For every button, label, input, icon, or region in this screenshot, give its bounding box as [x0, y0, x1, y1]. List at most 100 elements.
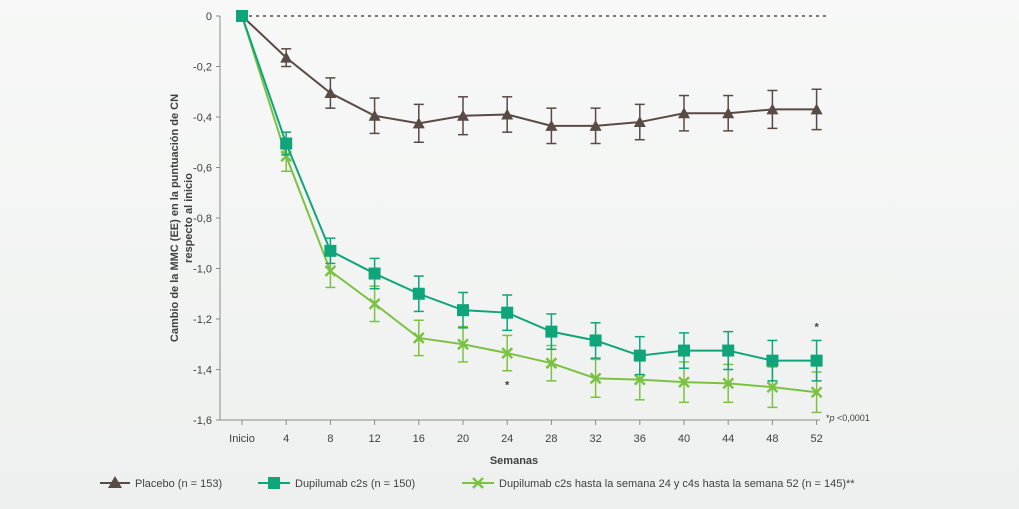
data-point	[633, 349, 646, 362]
data-point-stroke	[368, 297, 381, 310]
y-tick-label: -1,6	[193, 415, 212, 427]
data-point	[545, 119, 558, 131]
legend-label-placebo: Placebo (n = 153)	[135, 478, 222, 490]
data-point	[810, 103, 823, 115]
series-line	[241, 15, 817, 362]
x-tick-label: 40	[678, 433, 690, 445]
data-point	[633, 116, 646, 128]
x-tick-label: 16	[413, 433, 425, 445]
x-tick-label: 24	[501, 433, 513, 445]
x-tick-label: 4	[283, 433, 289, 445]
y-tick-label: -0,8	[193, 213, 212, 225]
data-point	[722, 344, 735, 357]
data-point	[368, 297, 381, 310]
data-point	[324, 265, 337, 277]
footnote-p: p	[829, 413, 835, 423]
data-point	[324, 87, 337, 99]
x-ticks: Inicio 4 8 12 16 20 24 28 32 36 40 44 48 52	[229, 420, 823, 445]
data-point	[545, 325, 558, 338]
data-point	[280, 137, 293, 150]
data-point	[589, 334, 602, 347]
data-point	[545, 357, 558, 370]
y-tick-label: -1,2	[193, 314, 212, 326]
y-tick-label: -1,0	[193, 264, 212, 276]
x-axis-label: Semanas	[490, 455, 538, 467]
data-point	[766, 354, 779, 367]
legend-item-dupilumab-c2s: Dupilumab c2s (n = 150)	[258, 477, 415, 490]
data-point	[236, 10, 248, 22]
significance-annotation: *	[814, 322, 819, 334]
x-tick-label: 52	[810, 433, 822, 445]
x-tick-label: Inicio	[229, 433, 255, 445]
data-point	[589, 119, 602, 131]
y-axis-label-line1: Cambio de la MMC (EE) en la puntuación d…	[169, 94, 181, 342]
legend-item-placebo: Placebo (n = 153)	[100, 476, 222, 490]
series-line	[241, 15, 817, 127]
series-1	[236, 10, 823, 382]
x-tick-label: 20	[457, 433, 469, 445]
x-tick-label: 8	[327, 433, 333, 445]
data-point	[457, 338, 469, 351]
data-point	[412, 287, 425, 300]
y-axis-label-line2: respecto al inicio	[183, 173, 195, 263]
data-point	[722, 107, 735, 119]
data-point	[412, 332, 425, 344]
data-point	[810, 354, 823, 367]
y-tick-label: -0,4	[193, 112, 212, 124]
y-tick-label: 0	[206, 11, 212, 23]
data-point-stroke	[501, 347, 514, 359]
data-point	[722, 377, 735, 390]
series-layer	[236, 10, 823, 414]
square-marker-icon	[268, 477, 280, 489]
data-point	[678, 376, 690, 389]
data-point-stroke	[810, 386, 823, 399]
x-tick-label: 28	[545, 433, 557, 445]
data-point	[412, 117, 425, 129]
series-line	[241, 15, 817, 394]
data-point-stroke	[589, 372, 602, 385]
data-point	[766, 381, 779, 394]
data-point-stroke	[722, 377, 735, 390]
x-tick-label: 12	[368, 433, 380, 445]
y-ticks: 0 -0,2 -0,4 -0,6 -0,8 -1,0 -1,2 -1,4 -1,6	[193, 11, 220, 427]
data-point	[457, 109, 469, 121]
data-point	[324, 244, 337, 257]
series-0	[236, 10, 823, 145]
data-point-stroke	[633, 373, 646, 386]
legend: Placebo (n = 153) Dupilumab c2s (n = 150…	[100, 476, 855, 490]
y-axis-label: Cambio de la MMC (EE) en la puntuación d…	[169, 94, 195, 342]
data-point-stroke	[412, 332, 425, 344]
y-tick-label: -0,6	[193, 163, 212, 175]
x-tick-label: 48	[766, 433, 778, 445]
data-point	[368, 267, 381, 280]
y-tick-label: -1,4	[193, 365, 212, 377]
data-point	[633, 373, 646, 386]
data-point	[501, 347, 514, 359]
data-point	[368, 109, 381, 121]
x-tick-label: 32	[589, 433, 601, 445]
data-point	[457, 304, 469, 317]
data-point-stroke	[678, 376, 690, 389]
data-point	[678, 344, 690, 357]
footnote-marker: *	[826, 413, 830, 423]
y-tick-label: -0,2	[193, 62, 212, 74]
annotations: **	[505, 322, 819, 392]
series-2	[236, 10, 823, 414]
footnote: *p <0,0001	[826, 413, 870, 423]
triangle-marker-icon	[108, 476, 122, 488]
data-point	[280, 51, 293, 63]
legend-label-dupilumab-c2s: Dupilumab c2s (n = 150)	[295, 478, 415, 490]
data-point	[678, 107, 690, 119]
legend-label-dupilumab-c2s-c4s: Dupilumab c2s hasta la semana 24 y c4s h…	[499, 478, 855, 490]
data-point	[501, 108, 514, 120]
data-point-stroke	[324, 265, 337, 277]
data-point	[589, 372, 602, 385]
footnote-value: <0,0001	[835, 413, 870, 423]
data-point-stroke	[457, 338, 469, 351]
x-tick-label: 44	[722, 433, 734, 445]
x-tick-label: 36	[634, 433, 646, 445]
data-point	[501, 306, 514, 319]
data-point	[810, 386, 823, 399]
legend-item-dupilumab-c2s-c4s: Dupilumab c2s hasta la semana 24 y c4s h…	[462, 477, 855, 490]
